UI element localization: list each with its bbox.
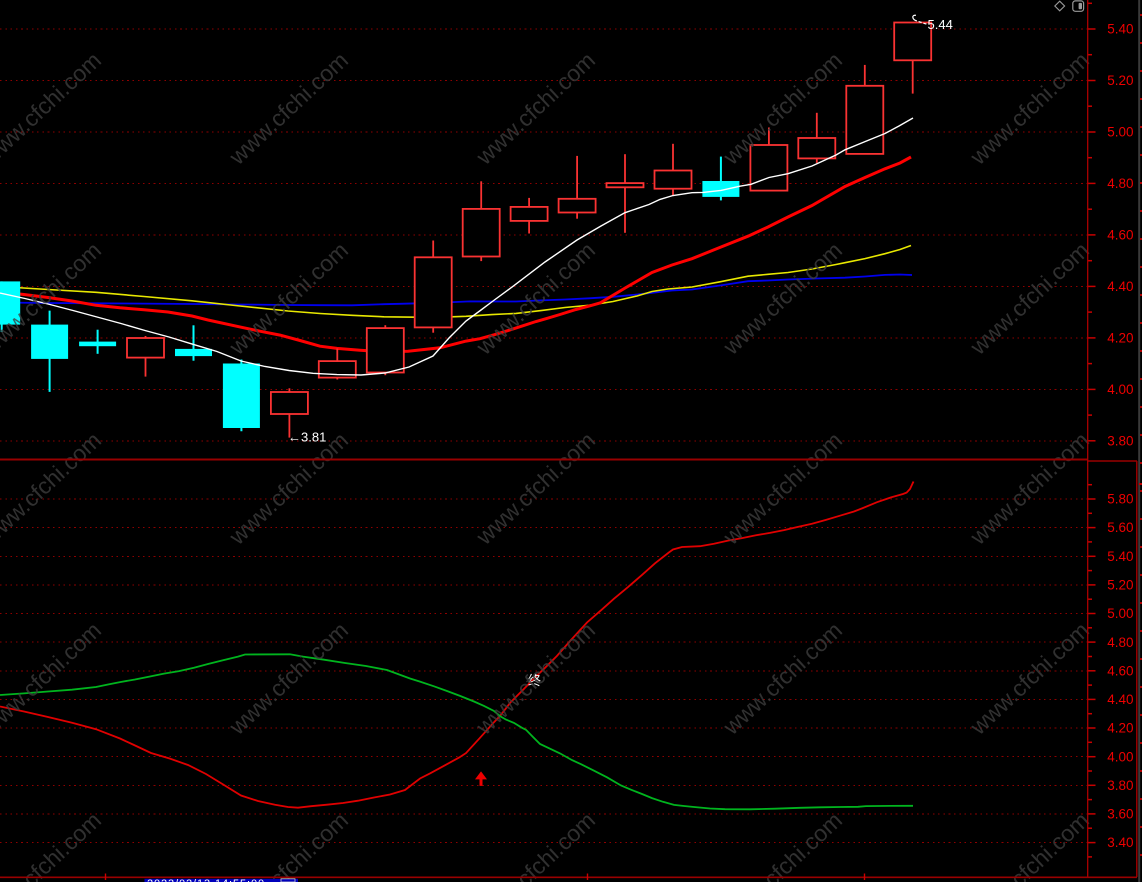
svg-text:4.80: 4.80: [1107, 176, 1133, 191]
svg-text:3.80: 3.80: [1107, 778, 1133, 793]
svg-text:4.00: 4.00: [1107, 382, 1133, 397]
svg-text:←3.81: ←3.81: [288, 430, 326, 445]
svg-text:5.60: 5.60: [1107, 520, 1133, 535]
svg-text:3.80: 3.80: [1107, 433, 1133, 448]
svg-text:4.20: 4.20: [1107, 331, 1133, 346]
svg-text:4.00: 4.00: [1107, 749, 1133, 764]
svg-text:3.60: 3.60: [1107, 807, 1133, 822]
svg-text:3.40: 3.40: [1107, 835, 1133, 850]
svg-text:4.60: 4.60: [1107, 663, 1133, 678]
svg-text:4.20: 4.20: [1107, 721, 1133, 736]
svg-text:4.40: 4.40: [1107, 279, 1133, 294]
svg-text:5.40: 5.40: [1107, 22, 1133, 37]
svg-text:5.80: 5.80: [1107, 492, 1133, 507]
svg-text:5.44: 5.44: [928, 17, 953, 32]
svg-text:5.20: 5.20: [1107, 73, 1133, 88]
svg-text:4.80: 4.80: [1107, 635, 1133, 650]
svg-text:5.40: 5.40: [1107, 549, 1133, 564]
svg-text:5.00: 5.00: [1107, 606, 1133, 621]
svg-text:4.40: 4.40: [1107, 692, 1133, 707]
svg-text:2023/02/13 14:55:00: 2023/02/13 14:55:00: [147, 878, 265, 882]
svg-text:5.20: 5.20: [1107, 578, 1133, 593]
svg-text:终: 终: [528, 673, 541, 688]
svg-text:5.00: 5.00: [1107, 125, 1133, 140]
svg-text:4.60: 4.60: [1107, 228, 1133, 243]
